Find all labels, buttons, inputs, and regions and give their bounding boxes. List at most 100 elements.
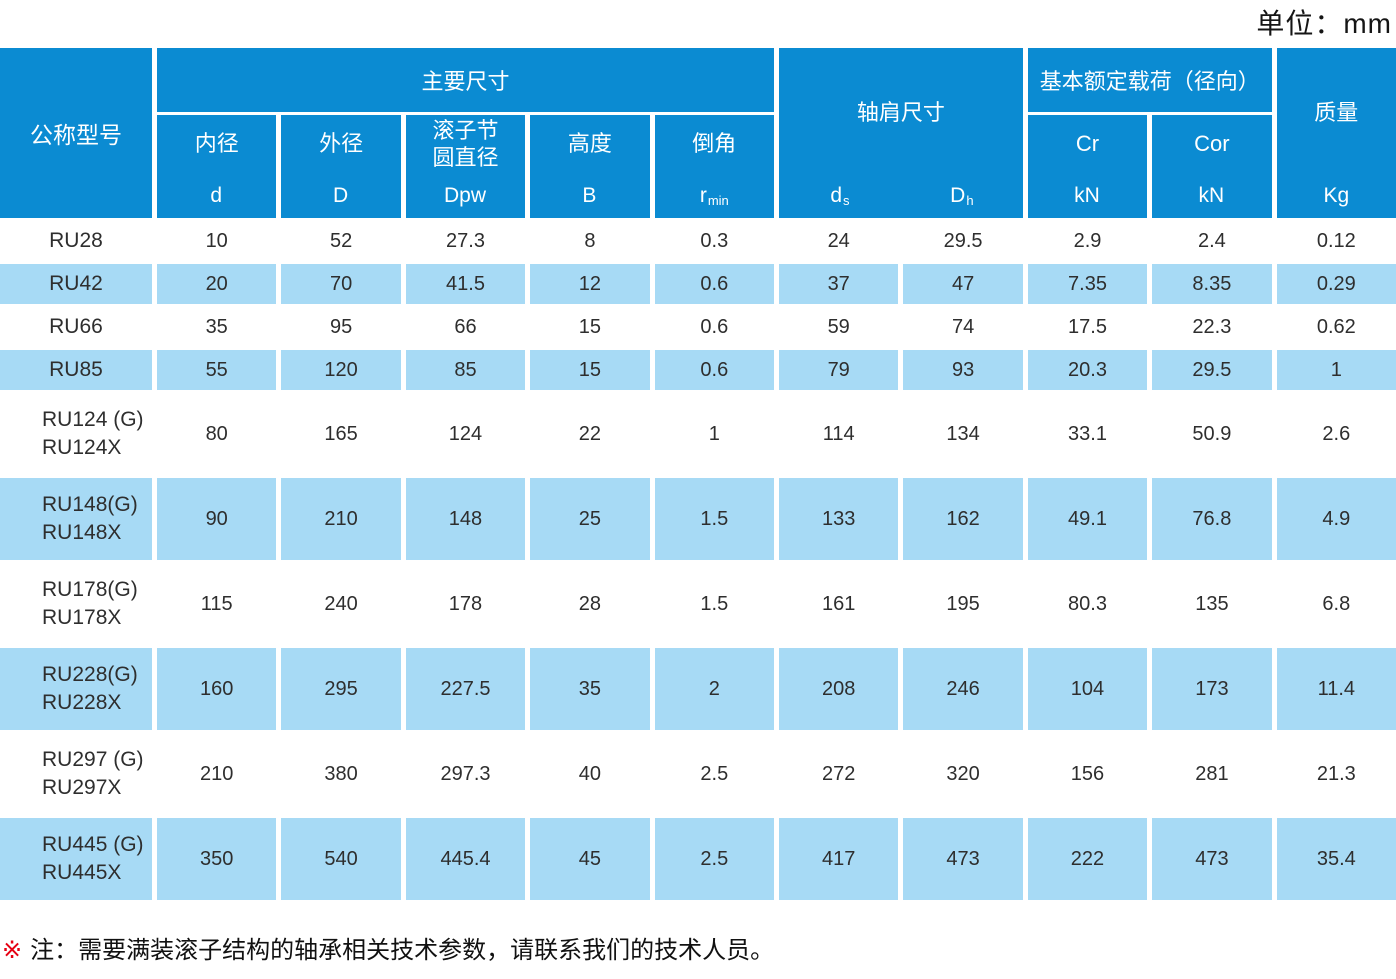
value-cell: 227.5 [405, 648, 526, 730]
value-cell: 104 [1027, 648, 1148, 730]
value-cell: 540 [281, 818, 401, 900]
value-cell: 59 [779, 307, 899, 347]
model-label: RU148X [42, 521, 122, 544]
value-cell: 70 [281, 264, 401, 304]
header-mass: 质量 Kg [1276, 48, 1396, 218]
symbol-base: Dpw [443, 184, 486, 207]
header-outer-diameter: 外径 D [281, 115, 401, 218]
header-basic-load-rating: 基本额定载荷（径向） [1027, 48, 1272, 112]
value-cell: 15 [530, 350, 650, 390]
header-mass-title: 质量 [1314, 100, 1359, 125]
value-cell: 124 [405, 393, 526, 475]
header-shoulder-title: 轴肩尺寸 [856, 100, 945, 125]
value-cell: 240 [281, 563, 401, 645]
value-cell: 47 [903, 264, 1023, 304]
symbol-base: d [830, 184, 843, 207]
model-cell: RU66 [0, 307, 152, 347]
value-cell: 66 [405, 307, 526, 347]
value-cell: 80.3 [1027, 563, 1148, 645]
value-cell: 350 [157, 818, 277, 900]
value-cell: 161 [779, 563, 899, 645]
value-cell: 20 [157, 264, 277, 304]
symbol-kn-cr: kN [1028, 174, 1147, 218]
value-cell: 22 [530, 393, 650, 475]
value-cell: 27.3 [405, 221, 526, 261]
value-cell: 50.9 [1152, 393, 1272, 475]
value-cell: 7.35 [1027, 264, 1148, 304]
model-cell: RU178(G) RU178X [0, 563, 152, 645]
header-roller-pitch-diameter: 滚子节圆直径 Dpw [405, 115, 526, 218]
value-cell: 0.62 [1276, 307, 1396, 347]
value-cell: 35 [157, 307, 277, 347]
value-cell: 445.4 [405, 818, 526, 900]
value-cell: 28 [530, 563, 650, 645]
symbol-d: d [157, 174, 276, 218]
model-label: RU28 [49, 229, 103, 252]
footnote-marker: ※ [2, 937, 23, 964]
model-cell: RU445 (G) RU445X [0, 818, 152, 900]
value-cell: 2.4 [1152, 221, 1272, 261]
value-cell: 74 [903, 307, 1023, 347]
value-cell: 35.4 [1276, 818, 1396, 900]
value-cell: 208 [779, 648, 899, 730]
value-cell: 80 [157, 393, 277, 475]
value-cell: 162 [903, 478, 1023, 560]
value-cell: 2.6 [1276, 393, 1396, 475]
value-cell: 2.5 [654, 818, 774, 900]
model-label: RU124 (G) [42, 408, 144, 432]
symbol-kn-cor: kN [1152, 174, 1271, 218]
value-cell: 93 [903, 350, 1023, 390]
value-cell: 1 [1276, 350, 1396, 390]
value-cell: 90 [157, 478, 277, 560]
value-cell: 2.5 [654, 733, 774, 815]
header-chamfer-label: 倒角 [692, 131, 737, 157]
header-inner-diameter: 内径 d [157, 115, 277, 218]
header-height-label: 高度 [567, 131, 612, 157]
value-cell: 24 [779, 221, 899, 261]
value-cell: 380 [281, 733, 401, 815]
symbol-Dpw: Dpw [406, 174, 525, 218]
symbol-base: kN [1074, 184, 1100, 207]
value-cell: 2.9 [1027, 221, 1148, 261]
model-label: RU124X [42, 436, 122, 459]
header-cor-label: Cor [1194, 131, 1230, 157]
value-cell: 148 [405, 478, 526, 560]
value-cell: 1 [654, 393, 774, 475]
value-cell: 29.5 [1152, 350, 1272, 390]
symbol-subscript: min [707, 192, 729, 208]
model-label: RU228(G) [42, 663, 138, 687]
value-cell: 210 [157, 733, 277, 815]
value-cell: 133 [779, 478, 899, 560]
symbol-base: D [333, 184, 349, 207]
value-cell: 35 [530, 648, 650, 730]
model-cell: RU148(G) RU148X [0, 478, 152, 560]
value-cell: 8 [530, 221, 650, 261]
symbol-subscript: h [966, 192, 974, 208]
model-cell: RU297 (G) RU297X [0, 733, 152, 815]
value-cell: 0.3 [654, 221, 774, 261]
model-label: RU66 [49, 315, 103, 338]
header-cor: Cor kN [1152, 115, 1272, 218]
value-cell: 85 [405, 350, 526, 390]
value-cell: 49.1 [1027, 478, 1148, 560]
value-cell: 55 [157, 350, 277, 390]
value-cell: 417 [779, 818, 899, 900]
value-cell: 4.9 [1276, 478, 1396, 560]
header-outer-diameter-label: 外径 [319, 131, 364, 157]
value-cell: 297.3 [405, 733, 526, 815]
value-cell: 295 [281, 648, 401, 730]
symbol-base: B [582, 184, 597, 207]
model-label: RU85 [49, 358, 103, 381]
value-cell: 79 [779, 350, 899, 390]
value-cell: 120 [281, 350, 401, 390]
value-cell: 115 [157, 563, 277, 645]
unit-label: 单位：mm [1256, 8, 1392, 39]
header-height: 高度 B [530, 115, 650, 218]
footnote-text: 注：需要满装滚子结构的轴承相关技术参数，请联系我们的技术人员。 [30, 937, 775, 964]
value-cell: 178 [405, 563, 526, 645]
